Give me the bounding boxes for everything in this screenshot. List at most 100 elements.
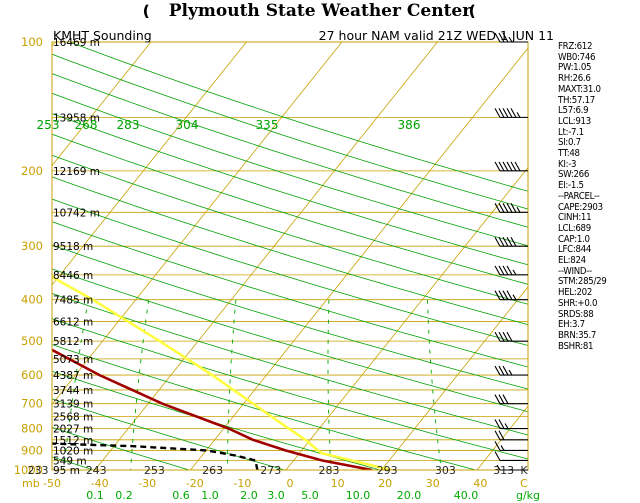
wind-barb-feather xyxy=(506,290,513,300)
wind-barb-feather xyxy=(494,394,501,404)
theta-tick-label: 303 xyxy=(435,464,456,477)
wind-barb-feather xyxy=(498,331,505,342)
wind-barb-feather xyxy=(494,265,501,276)
index-line: LFC:844 xyxy=(558,244,592,256)
wind-barb-feather xyxy=(506,161,513,172)
wind-barb-feather xyxy=(502,394,509,404)
wind-barb-feather xyxy=(502,203,509,213)
index-line: TT:48 xyxy=(558,148,580,160)
plot-frame xyxy=(51,41,529,471)
wind-barb-feather xyxy=(494,108,501,118)
index-line: --PARCEL-- xyxy=(558,190,600,202)
mixing-ratio-tick-label: 1.0 xyxy=(201,489,219,502)
wind-barb-half xyxy=(512,269,517,276)
index-line: RH:26.6 xyxy=(558,73,591,85)
text-layer: KMHT Sounding 27 hour NAM valid 21Z WED 1… xyxy=(14,28,554,502)
index-line: MAXT:31.0 xyxy=(558,83,601,95)
index-line: CINH:11 xyxy=(558,212,592,224)
temperature-tick-label: 0 xyxy=(287,477,294,490)
wind-barb-feather xyxy=(494,161,501,172)
mixing-ratio-line xyxy=(63,299,89,470)
indices-panel: FRZ:612 WB0:746 PW:1.05 RH:26.6 MAXT:31.0 TH:… xyxy=(558,41,640,352)
mixing-ratio-tick-label: 40.0 xyxy=(454,489,479,502)
wind-barb-feather xyxy=(494,203,501,213)
wind-barb-half xyxy=(516,112,521,118)
pressure-tick-label: 800 xyxy=(21,422,43,436)
mixing-ratio-line xyxy=(427,299,442,470)
wind-barb-half xyxy=(496,464,501,471)
pressure-unit-label: mb xyxy=(22,477,40,490)
wind-barb-feather xyxy=(494,290,501,300)
dry-adiabat-line xyxy=(52,244,528,390)
dry-adiabat-line xyxy=(52,318,528,460)
theta-upper-label: 335 xyxy=(256,118,279,132)
index-line: WB0:746 xyxy=(558,51,596,63)
wind-barb-feather xyxy=(510,203,517,213)
height-label: 13958 m xyxy=(53,112,100,124)
pressure-tick-label: 100 xyxy=(21,35,43,49)
mixing-ratio-tick-label: 0.2 xyxy=(115,489,133,502)
wind-barb-feather xyxy=(506,108,513,118)
height-label: 7485 m xyxy=(53,295,93,307)
index-line: SW:266 xyxy=(558,169,590,181)
wind-barb-feather xyxy=(498,394,505,404)
wind-barb-feather xyxy=(498,265,505,276)
mixing-ratio-tick-label: 2.0 xyxy=(240,489,258,502)
index-line: EI:-1.5 xyxy=(558,180,584,192)
wind-barb-feather xyxy=(494,365,501,376)
pressure-tick-label: 1000 xyxy=(14,463,43,477)
theta-tick-label: 273 xyxy=(260,464,281,477)
dry-adiabat-line xyxy=(52,398,285,470)
theta-tick-label: 243 xyxy=(86,464,107,477)
wind-barb-half xyxy=(508,369,513,376)
dry-adiabat-line xyxy=(52,198,528,346)
pressure-tick-label: 700 xyxy=(21,397,43,411)
wind-barb-feather xyxy=(506,236,513,247)
height-label: 4387 m xyxy=(53,370,93,382)
dry-adiabat-line xyxy=(52,113,528,266)
theta-tick-label: 283 xyxy=(319,464,340,477)
theta-upper-label: 386 xyxy=(398,118,421,132)
index-line: STM:285/29 xyxy=(558,276,607,288)
index-line: LCL:689 xyxy=(558,222,591,234)
dry-adiabat-line xyxy=(52,344,476,470)
mixing-ratio-tick-label: 5.0 xyxy=(301,489,319,502)
parcel-trace xyxy=(52,275,392,470)
isotherm-line xyxy=(52,42,247,286)
temperature-tick-label: -20 xyxy=(186,477,204,490)
wind-barb-feather xyxy=(502,108,509,118)
dry-adiabat-line xyxy=(52,92,528,247)
wind-barb-feather xyxy=(498,419,505,429)
dry-adiabat-line xyxy=(52,133,528,285)
wind-barb-feather xyxy=(498,32,505,43)
wind-barb-half xyxy=(504,423,509,429)
height-label: 549 m xyxy=(53,455,87,467)
wind-barb-feather xyxy=(498,236,505,247)
index-line: EH:3.7 xyxy=(558,319,585,331)
height-label: 2027 m xyxy=(53,424,93,436)
height-label: 3139 m xyxy=(53,399,93,411)
height-label: 3744 m xyxy=(53,385,93,397)
wind-barb-feather xyxy=(498,365,505,376)
pressure-tick-label: 900 xyxy=(21,443,43,457)
wind-barb-half xyxy=(516,207,521,213)
temperature-tick-label: C xyxy=(520,477,528,490)
index-line: CAPE:2903 xyxy=(558,201,603,213)
height-label: 1020 m xyxy=(53,445,93,457)
chart-title: KMHT Sounding xyxy=(53,28,152,43)
mixing-ratio-tick-label: 20.0 xyxy=(397,489,422,502)
height-label: 5073 m xyxy=(53,354,93,366)
dry-adiabat-line xyxy=(52,221,528,368)
isotherm-line xyxy=(285,166,528,470)
temperature-tick-label: 30 xyxy=(426,477,440,490)
index-line: CAP:1.0 xyxy=(558,233,590,245)
wind-barb-feather xyxy=(498,290,505,300)
dry-adiabat-line xyxy=(52,53,528,210)
wind-barb-feather xyxy=(510,161,517,172)
height-label: 16469 m xyxy=(53,37,100,49)
temperature-tick-label: -40 xyxy=(91,477,109,490)
wind-barb-feather xyxy=(502,331,509,342)
mixing-ratio-line xyxy=(226,299,237,470)
theta-upper-label: 304 xyxy=(176,118,199,132)
profile-layer xyxy=(52,275,392,470)
